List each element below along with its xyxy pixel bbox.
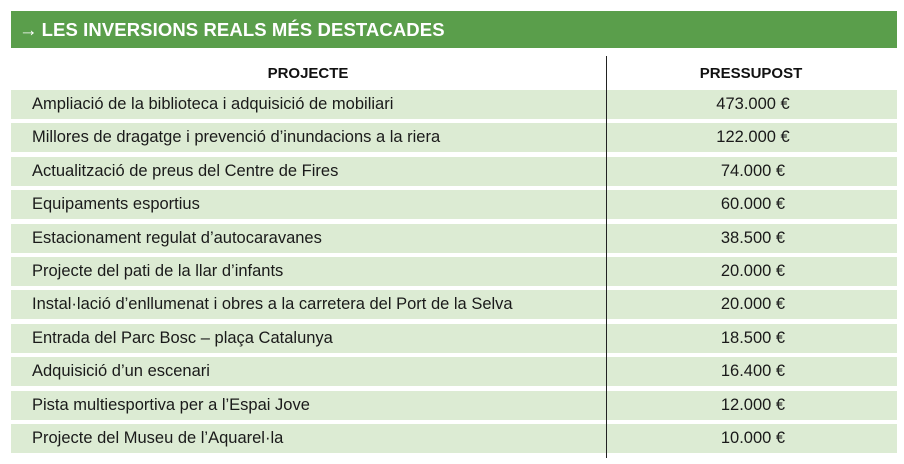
arrow-right-icon: → bbox=[19, 18, 38, 40]
table-row: Instal·lació d’enllumenat i obres a la c… bbox=[11, 290, 897, 320]
project-cell: Estacionament regulat d’autocaravanes bbox=[32, 228, 322, 247]
table-row: Estacionament regulat d’autocaravanes 38.… bbox=[11, 223, 897, 253]
project-cell: Projecte del pati de la llar d’infants bbox=[32, 261, 284, 280]
project-cell: Equipaments esportius bbox=[32, 195, 200, 214]
project-cell: Ampliació de la biblioteca i adquisició … bbox=[32, 95, 394, 113]
column-divider bbox=[606, 56, 607, 458]
project-cell: Adquisició d’un escenari bbox=[32, 362, 210, 381]
investments-table: PROJECTE PRESSUPOST Ampliació de la bibl… bbox=[11, 56, 897, 457]
banner-title: LES INVERSIONS REALS MÉS DESTACADES bbox=[41, 18, 445, 40]
table-row: Pista multiesportiva per a l’Espai Jove 1… bbox=[11, 390, 897, 420]
table-header: PROJECTE PRESSUPOST bbox=[11, 56, 897, 90]
table-row: Equipaments esportius 60.000 € bbox=[11, 190, 897, 220]
table-row: Actualització de preus del Centre de Fir… bbox=[11, 156, 897, 186]
budget-cell: 122.000 € bbox=[716, 128, 790, 147]
project-cell: Pista multiesportiva per a l’Espai Jove bbox=[32, 395, 310, 414]
table-row: Entrada del Parc Bosc – plaça Catalunya 1… bbox=[11, 323, 897, 353]
project-cell: Millores de dragatge i prevenció d’inund… bbox=[32, 128, 441, 147]
budget-cell: 60.000 € bbox=[720, 195, 786, 214]
header-budget: PRESSUPOST bbox=[699, 64, 803, 82]
table-row: Millores de dragatge i prevenció d’inund… bbox=[11, 123, 897, 153]
project-cell: Instal·lació d’enllumenat i obres a la c… bbox=[32, 295, 513, 314]
budget-cell: 473.000 € bbox=[716, 95, 790, 113]
section-banner: → LES INVERSIONS REALS MÉS DESTACADES bbox=[11, 11, 897, 48]
table-body: Ampliació de la biblioteca i adquisició … bbox=[11, 90, 897, 453]
table-row: Projecte del pati de la llar d’infants 20… bbox=[11, 256, 897, 286]
table-row: Ampliació de la biblioteca i adquisició … bbox=[11, 90, 897, 119]
project-cell: Projecte del Museu de l’Aquarel·la bbox=[32, 428, 284, 447]
budget-cell: 74.000 € bbox=[720, 161, 786, 180]
budget-cell: 18.500 € bbox=[720, 328, 786, 347]
budget-cell: 20.000 € bbox=[720, 261, 786, 280]
budget-cell: 20.000 € bbox=[720, 295, 786, 314]
table-row: Adquisició d’un escenari 16.400 € bbox=[11, 357, 897, 387]
budget-cell: 38.500 € bbox=[720, 228, 786, 247]
budget-cell: 10.000 € bbox=[720, 428, 786, 447]
budget-cell: 16.400 € bbox=[720, 362, 786, 381]
header-project: PROJECTE bbox=[267, 64, 349, 82]
budget-cell: 12.000 € bbox=[720, 395, 786, 414]
project-cell: Actualització de preus del Centre de Fir… bbox=[32, 161, 339, 180]
table-row: Projecte del Museu de l’Aquarel·la 10.000… bbox=[11, 423, 897, 453]
project-cell: Entrada del Parc Bosc – plaça Catalunya bbox=[32, 328, 333, 347]
